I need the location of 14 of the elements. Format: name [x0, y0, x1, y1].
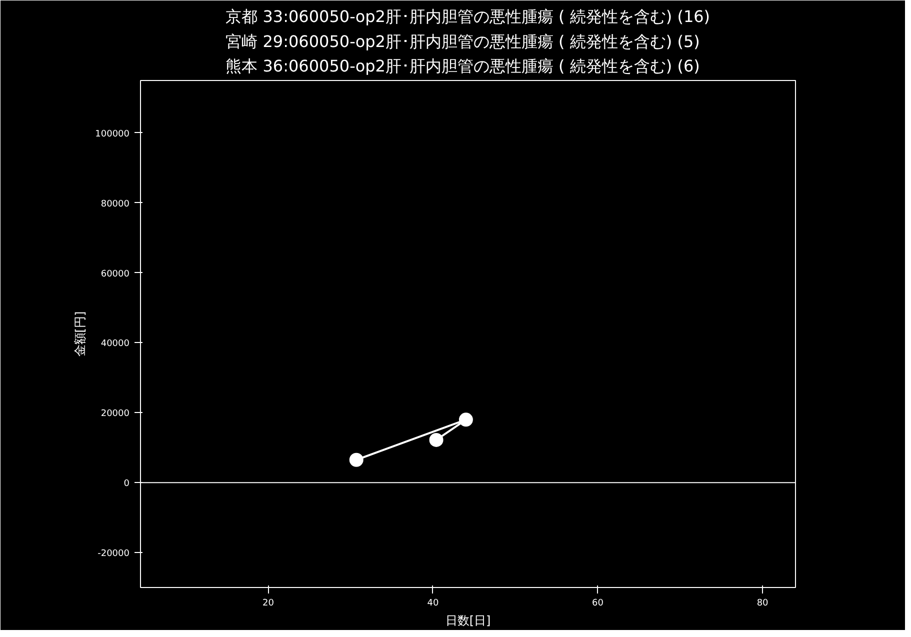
- y-tick-label: 60000: [100, 269, 130, 280]
- x-tick-label: 60: [592, 598, 604, 608]
- y-tick-label: -20000: [98, 549, 130, 560]
- y-axis-title: 金額[円]: [73, 311, 88, 357]
- y-tick-label: 40000: [100, 339, 130, 350]
- y-tick-label: 80000: [100, 199, 130, 210]
- y-tick-label: 0: [124, 479, 130, 490]
- x-axis-title: 日数[日]: [445, 614, 491, 628]
- y-tick-label: 20000: [100, 409, 130, 420]
- chart-title: 京都 33:060050-op2肝･肝内胆管の悪性腫瘍 ( 続発性を含む) (16) 宮崎 29:060050-op2肝･肝内胆管の悪性腫瘍 ( 続発性を含む) (5) 熊本 36:060050-op2肝･肝内胆管の悪性腫瘍 ( 続発性を含む) (6): [226, 7, 710, 76]
- x-tick-label: 20: [262, 598, 274, 608]
- y-tick-label: 100000: [95, 129, 130, 140]
- x-tick-label: 80: [756, 598, 769, 608]
- x-tick-label: 40: [427, 598, 439, 608]
